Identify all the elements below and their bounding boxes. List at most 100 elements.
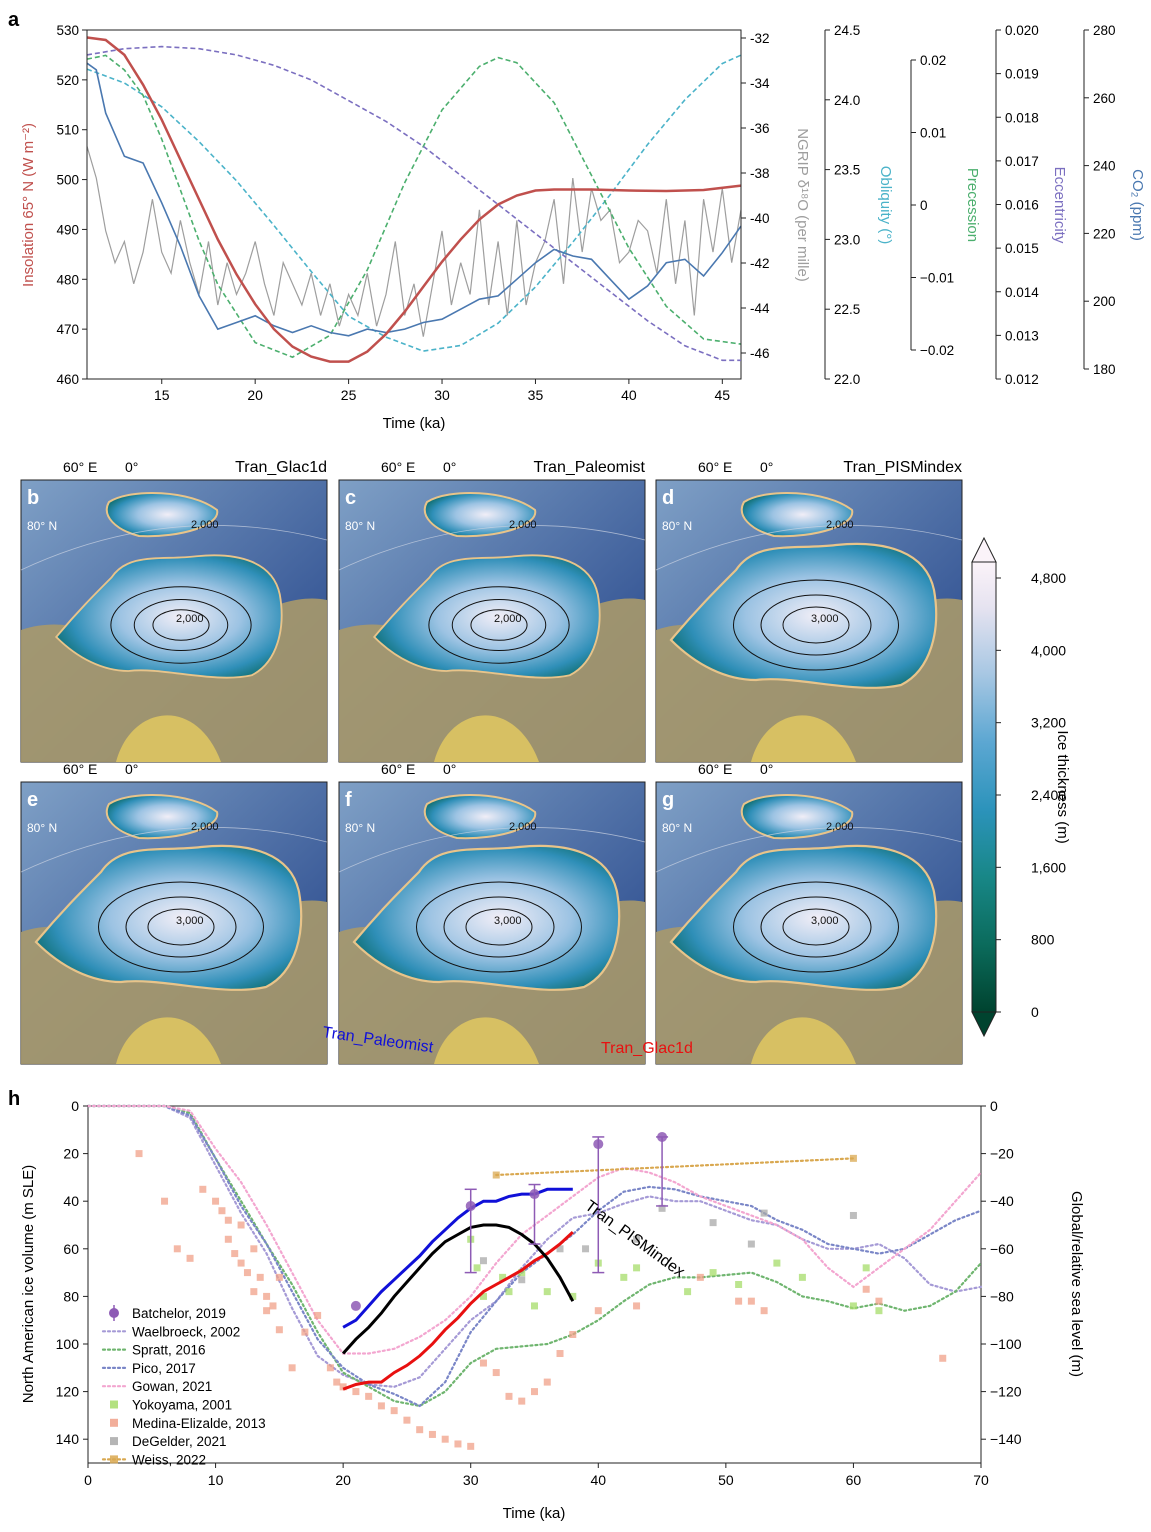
y-tick-label: 120 bbox=[56, 1384, 80, 1400]
lon-label-60e: 60° E bbox=[698, 459, 732, 475]
right-y-tick-label: −20 bbox=[990, 1146, 1014, 1162]
x-tick-label: 60 bbox=[846, 1472, 862, 1488]
panel-h-plot-area bbox=[87, 1105, 982, 1464]
axis-tick-label: 22.0 bbox=[834, 372, 860, 387]
y-tick-label: 140 bbox=[56, 1431, 80, 1447]
medina-elizalde-2013-point bbox=[862, 1285, 870, 1293]
legend-swatch bbox=[110, 1455, 118, 1464]
axis-tick-label: 470 bbox=[56, 322, 79, 337]
medina-elizalde-2013-point bbox=[492, 1369, 500, 1377]
x-tick-label: 30 bbox=[434, 387, 450, 403]
ice-thickness-contour bbox=[782, 908, 850, 946]
axis-tick-label: 0.019 bbox=[1005, 67, 1039, 82]
colorbar-tick-label: 800 bbox=[1031, 932, 1055, 948]
lat-label: 80° N bbox=[345, 821, 375, 835]
right-y-tick-label: −100 bbox=[990, 1336, 1022, 1352]
north-american-ice-sheet bbox=[372, 554, 601, 679]
axis-tick-label: -40 bbox=[750, 211, 770, 226]
medina-elizalde-2013-point bbox=[275, 1326, 283, 1334]
degelder-2021-point bbox=[658, 1204, 666, 1212]
panel-letter-b: b bbox=[27, 487, 39, 509]
legend-item-waelbroeck-2002: Waelbroeck, 2002 bbox=[101, 1324, 240, 1339]
medina-elizalde-2013-point bbox=[339, 1383, 347, 1391]
medina-elizalde-2013-point bbox=[186, 1254, 194, 1262]
axis-tick-label: 260 bbox=[1093, 91, 1116, 106]
ice-thickness-contour bbox=[428, 586, 570, 664]
medina-elizalde-2013-point bbox=[224, 1216, 232, 1224]
legend-item-spratt-2016: Spratt, 2016 bbox=[101, 1343, 206, 1358]
medina-elizalde-2013-point bbox=[454, 1440, 462, 1448]
ice-thickness-contour bbox=[110, 586, 252, 664]
medina-elizalde-2013-point bbox=[403, 1416, 411, 1424]
axis-tick-label: 460 bbox=[56, 372, 79, 387]
eccentricity-line bbox=[86, 45, 741, 362]
x-tick-label: 40 bbox=[590, 1472, 606, 1488]
ice-thickness-contour bbox=[782, 606, 850, 644]
co2-axis: 280 260 240 220 200 180 bbox=[1083, 23, 1116, 377]
ice-thickness-contour bbox=[760, 896, 872, 958]
axis-tick-label: -34 bbox=[750, 76, 770, 91]
lon-label-60e: 60° E bbox=[63, 459, 97, 475]
colorbar-bottom-arrow bbox=[971, 1011, 997, 1038]
medina-elizalde-2013-point bbox=[365, 1392, 373, 1400]
right-y-tick-label: −120 bbox=[990, 1384, 1022, 1400]
weiss-2022-point bbox=[492, 1171, 500, 1179]
axis-tick-label: 280 bbox=[1093, 23, 1116, 38]
map-panel-c: 60° E 0° Tran_Paleomist 2,000 2,000 80° N c bbox=[338, 459, 646, 763]
axis-tick-label: 200 bbox=[1093, 294, 1116, 309]
ice-thickness-contour bbox=[470, 609, 528, 641]
x-tick-label: 30 bbox=[463, 1472, 479, 1488]
obliquity-axis-label: Obliquity (°) bbox=[877, 166, 894, 245]
medina-elizalde-2013-point bbox=[875, 1297, 883, 1305]
lat-label: 80° N bbox=[662, 519, 692, 533]
medina-elizalde-2013-point bbox=[243, 1269, 251, 1277]
x-tick-label: 20 bbox=[335, 1472, 351, 1488]
precession-axis: 0.02 0.01 0 −0.01 −0.02 bbox=[910, 53, 954, 358]
axis-tick-label: 480 bbox=[56, 272, 79, 287]
ice-thickness-colorbar: 4,800 4,000 3,200 2,400 1,600 800 0 Ice thickn… bbox=[971, 536, 1071, 1038]
medina-elizalde-2013-point bbox=[441, 1435, 449, 1443]
x-tick-label: 20 bbox=[247, 387, 263, 403]
yokoyama-2001-point bbox=[773, 1259, 781, 1267]
axis-tick-label: -44 bbox=[750, 301, 770, 316]
contour-label: 2,000 bbox=[509, 821, 537, 833]
lon-label-0: 0° bbox=[760, 459, 773, 475]
degelder-2021-point bbox=[709, 1219, 717, 1227]
axis-tick-label: -42 bbox=[750, 256, 770, 271]
ice-thickness-contour bbox=[416, 881, 582, 973]
insolation-65-n-line bbox=[86, 36, 742, 363]
legend-label: Pico, 2017 bbox=[132, 1361, 196, 1376]
medina-elizalde-2013-point bbox=[224, 1235, 232, 1243]
panel-letter-e: e bbox=[27, 789, 38, 811]
yokoyama-2001-point bbox=[875, 1307, 883, 1315]
medina-elizalde-2013-point bbox=[633, 1302, 641, 1310]
medina-elizalde-2013-point bbox=[212, 1197, 220, 1205]
map-panel-d: 60° E 0° Tran_PISMindex 3,000 2,000 80° N d bbox=[655, 459, 963, 763]
degelder-2021-point bbox=[479, 1257, 487, 1265]
contour-label: 3,000 bbox=[176, 915, 204, 927]
axis-tick-label: 23.0 bbox=[834, 232, 860, 247]
medina-elizalde-2013-point bbox=[696, 1273, 704, 1281]
contour-label: 2,000 bbox=[826, 821, 854, 833]
medina-elizalde-2013-point bbox=[505, 1392, 513, 1400]
axis-tick-label: 0.013 bbox=[1005, 328, 1039, 343]
axis-tick-label: 0.015 bbox=[1005, 241, 1039, 256]
x-tick-label: 15 bbox=[154, 387, 170, 403]
ice-thickness-contour bbox=[733, 579, 899, 671]
lat-label: 80° N bbox=[27, 519, 57, 533]
x-tick-label: 40 bbox=[621, 387, 637, 403]
batchelor-2019-point bbox=[593, 1139, 604, 1150]
y-tick-label: 20 bbox=[63, 1146, 79, 1162]
greenland-ice-sheet bbox=[106, 492, 219, 538]
ice-thickness-contour bbox=[98, 881, 264, 973]
eccentricity-axis: 0.020 0.019 0.018 0.017 0.016 0.015 0.014 0.013… bbox=[995, 23, 1039, 387]
axis-tick-label: 0.020 bbox=[1005, 23, 1039, 38]
north-american-ice-sheet bbox=[352, 844, 621, 991]
medina-elizalde-2013-point bbox=[301, 1328, 309, 1336]
axis-tick-label: -38 bbox=[750, 166, 770, 181]
lon-label-0: 0° bbox=[125, 459, 138, 475]
map-title: Tran_PISMindex bbox=[843, 459, 962, 476]
axis-tick-label: 520 bbox=[56, 73, 79, 88]
medina-elizalde-2013-point bbox=[173, 1245, 181, 1253]
axis-tick-label: 530 bbox=[56, 23, 79, 38]
